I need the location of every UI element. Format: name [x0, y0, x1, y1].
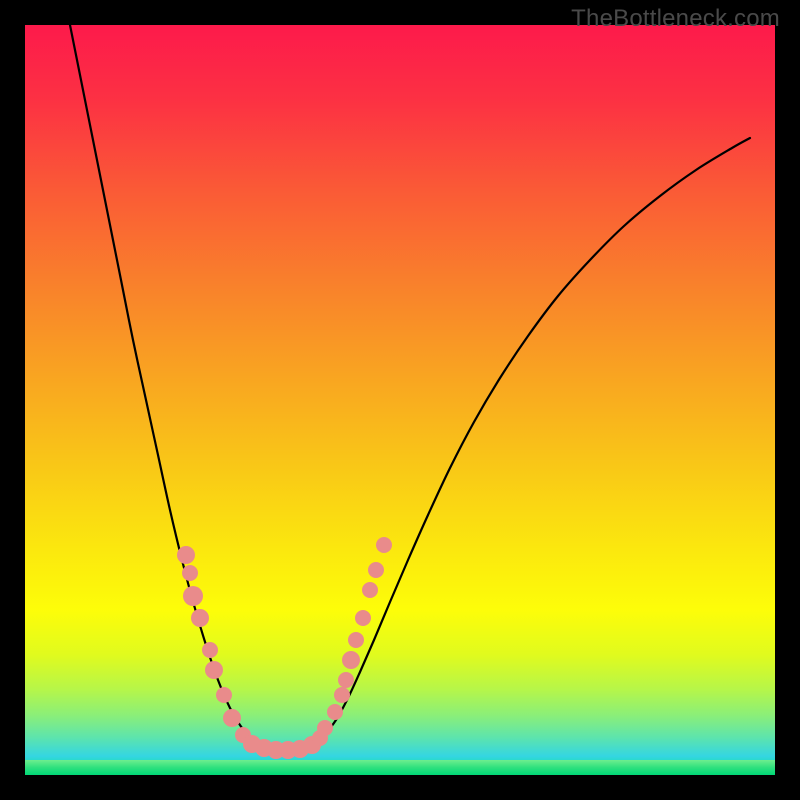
data-marker — [368, 562, 384, 578]
data-marker — [216, 687, 232, 703]
data-marker — [183, 586, 203, 606]
data-marker — [327, 704, 343, 720]
data-marker — [191, 609, 209, 627]
marker-group — [177, 537, 392, 759]
data-marker — [202, 642, 218, 658]
data-marker — [338, 672, 354, 688]
bottleneck-curve — [65, 25, 750, 750]
data-marker — [362, 582, 378, 598]
data-marker — [223, 709, 241, 727]
curve-layer — [25, 25, 775, 775]
data-marker — [177, 546, 195, 564]
watermark-text: TheBottleneck.com — [571, 5, 780, 33]
data-marker — [348, 632, 364, 648]
data-marker — [317, 720, 333, 736]
data-marker — [376, 537, 392, 553]
data-marker — [334, 687, 350, 703]
data-marker — [205, 661, 223, 679]
data-marker — [355, 610, 371, 626]
plot-area — [25, 25, 775, 775]
data-marker — [182, 565, 198, 581]
data-marker — [342, 651, 360, 669]
